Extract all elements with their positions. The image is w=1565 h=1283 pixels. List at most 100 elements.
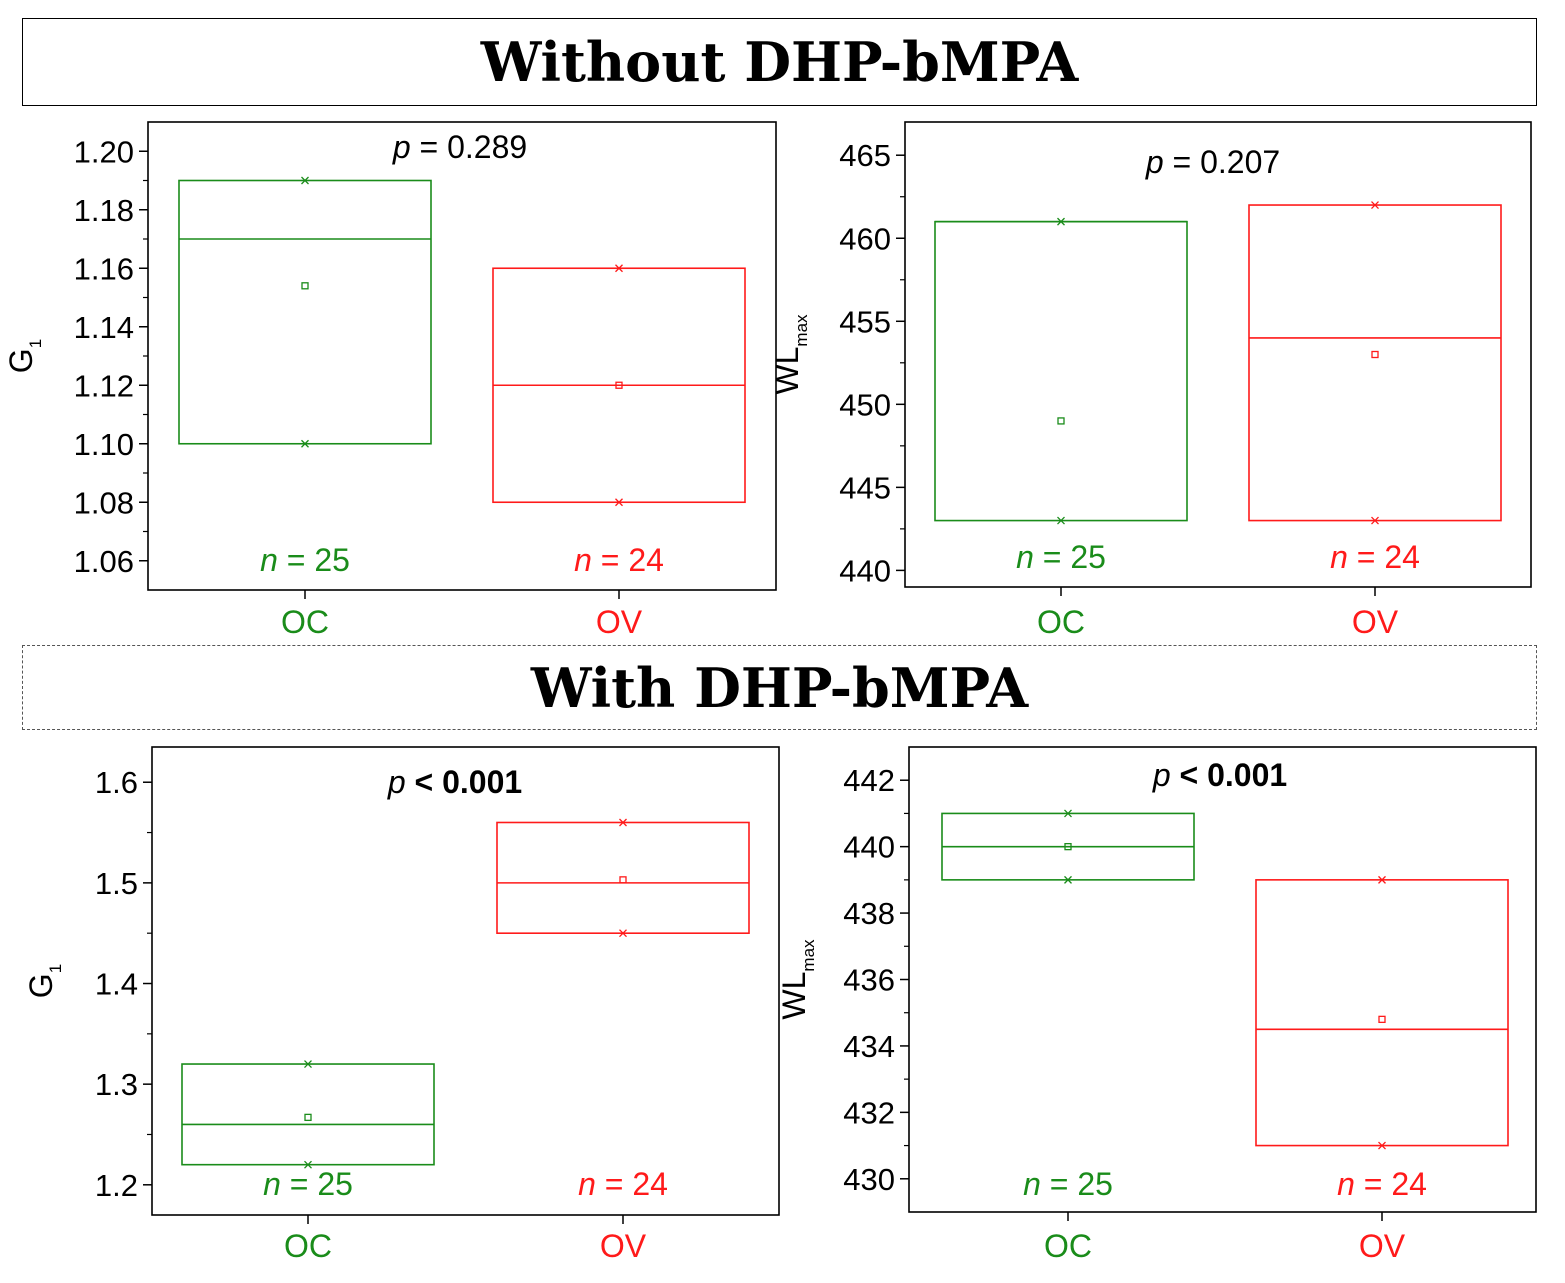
box-mean-marker	[1064, 842, 1072, 851]
box-max-marker	[1371, 201, 1379, 209]
p-value-text: < 0.001	[415, 764, 523, 800]
x-tick-label-ov: OV	[1359, 1228, 1406, 1264]
y-tick-label: 440	[843, 830, 895, 865]
y-axis-label-main: G	[23, 973, 59, 998]
n-symbol: n	[1016, 539, 1043, 575]
p-value-text: < 0.001	[1180, 757, 1288, 793]
y-tick-label: 460	[839, 221, 891, 256]
p-value-label: p < 0.001	[387, 764, 522, 800]
y-axis-label: G1	[3, 339, 45, 373]
y-tick-label: 438	[843, 896, 895, 931]
y-tick-label: 1.14	[74, 310, 134, 345]
box-mean-marker	[301, 282, 309, 290]
box-ov: n = 24	[1248, 201, 1502, 575]
n-count-oc: n = 25	[260, 542, 350, 578]
y-axis-label-sub: max	[792, 314, 811, 347]
x-tick-label-ov: OV	[1352, 604, 1399, 640]
section-title-without: Without DHP-bMPA	[480, 30, 1079, 94]
n-count-oc: n = 25	[1023, 1166, 1113, 1202]
y-tick-label: 1.5	[95, 866, 138, 901]
n-value: = 25	[287, 542, 350, 578]
x-tick-label-oc: OC	[1044, 1228, 1092, 1264]
p-value-symbol: p	[387, 764, 415, 800]
box-oc: n = 25	[178, 176, 432, 578]
y-tick-label: 1.2	[95, 1168, 138, 1203]
plot-frame	[147, 121, 777, 591]
p-value-symbol: p	[1145, 144, 1173, 180]
y-axis-label-main: WL	[776, 972, 812, 1020]
box-iqr	[1248, 204, 1502, 522]
y-tick-label: 432	[843, 1095, 895, 1130]
y-tick-label: 465	[839, 138, 891, 173]
box-ov: n = 24	[1255, 875, 1509, 1202]
y-axis-label-main: WL	[769, 347, 805, 395]
p-value-label: p = 0.207	[1145, 144, 1280, 180]
box-max-marker	[615, 264, 623, 273]
box-max-marker	[619, 818, 627, 827]
box-oc: n = 25	[181, 1060, 435, 1202]
y-tick-label: 1.18	[74, 193, 134, 228]
box-min-marker	[1378, 1141, 1386, 1150]
section-banner-without: Without DHP-bMPA	[22, 18, 1537, 106]
box-ov: n = 24	[496, 818, 750, 1202]
n-count-oc: n = 25	[263, 1166, 353, 1202]
y-axis-label-sub: 1	[46, 964, 65, 973]
box-max-marker	[1057, 217, 1065, 226]
chart-4: 430 432 434 436 438 440 442 WLmax OC OV p < 0.001 n…	[776, 746, 1537, 1264]
y-tick-label: 1.4	[95, 967, 138, 1002]
box-mean-marker	[1371, 350, 1379, 359]
y-tick-label: 455	[839, 304, 891, 339]
x-tick-label-oc: OC	[1037, 604, 1085, 640]
plot-frame	[904, 121, 1532, 588]
n-value: = 25	[290, 1166, 353, 1202]
y-axis-label: WLmax	[769, 314, 811, 395]
y-tick-label: 1.10	[74, 427, 134, 462]
n-symbol: n	[1023, 1166, 1050, 1202]
box-min-marker	[304, 1160, 312, 1169]
box-max-marker	[1378, 875, 1386, 884]
p-value-text: = 0.289	[420, 129, 528, 165]
y-tick-label: 1.12	[74, 368, 134, 403]
n-symbol: n	[263, 1166, 290, 1202]
y-tick-label: 445	[839, 470, 891, 505]
box-mean-marker	[1057, 417, 1065, 425]
y-tick-label: 430	[843, 1162, 895, 1197]
box-mean-marker	[615, 381, 623, 389]
n-symbol: n	[578, 1166, 605, 1202]
n-count-ov: n = 24	[1330, 539, 1420, 575]
box-iqr	[178, 179, 432, 445]
box-oc: n = 25	[941, 809, 1195, 1202]
box-max-marker	[1064, 809, 1072, 818]
box-mean-marker	[619, 876, 627, 884]
plot-frame	[151, 746, 780, 1216]
box-max-marker	[301, 176, 309, 185]
n-value: = 24	[1364, 1166, 1427, 1202]
chart-1: 1.06 1.08 1.10 1.12 1.14 1.16 1.18 1.20 G1 OC OV p …	[3, 121, 777, 640]
box-iqr	[1255, 879, 1509, 1147]
n-symbol: n	[1330, 539, 1357, 575]
p-value-label: p < 0.001	[1152, 757, 1287, 793]
box-iqr	[934, 220, 1188, 522]
box-min-marker	[1057, 516, 1065, 525]
box-mean-marker	[304, 1113, 312, 1122]
y-tick-label: 434	[843, 1029, 895, 1064]
y-tick-label: 436	[843, 963, 895, 998]
box-min-marker	[619, 929, 627, 938]
box-min-marker	[1371, 516, 1379, 525]
y-axis-label: WLmax	[776, 939, 818, 1020]
plot-frame	[908, 746, 1537, 1213]
x-tick-label-oc: OC	[281, 604, 329, 640]
y-tick-label: 1.06	[74, 544, 134, 579]
n-value: = 25	[1043, 539, 1106, 575]
n-count-ov: n = 24	[574, 542, 664, 578]
y-tick-label: 450	[839, 387, 891, 422]
y-tick-label: 440	[839, 553, 891, 588]
p-value-symbol: p	[1152, 757, 1180, 793]
y-tick-label: 442	[843, 763, 895, 798]
y-tick-label: 1.20	[74, 134, 134, 169]
y-tick-label: 1.6	[95, 765, 138, 800]
p-value-symbol: p	[392, 129, 420, 165]
